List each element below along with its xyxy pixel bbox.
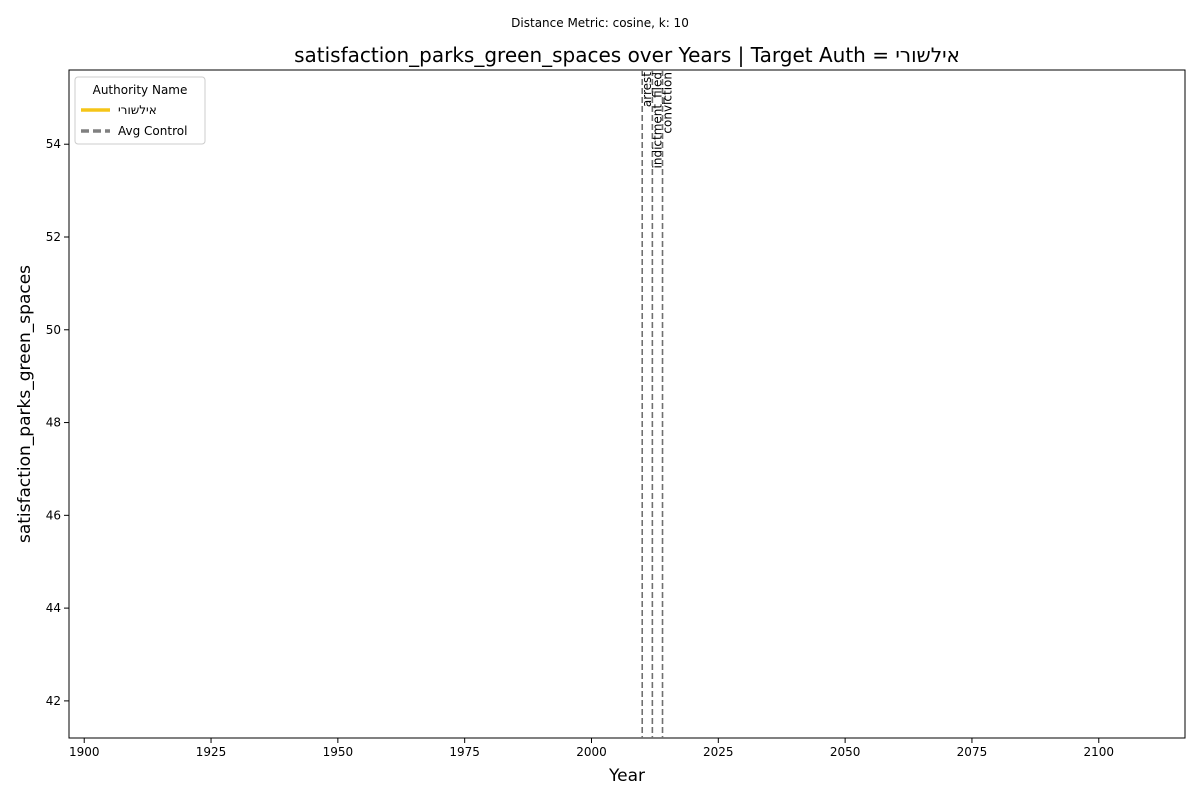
legend-title: Authority Name: [93, 83, 188, 97]
x-tick-label: 1925: [196, 745, 227, 759]
x-tick-label: 1950: [323, 745, 354, 759]
legend: Authority Name אילשורי Avg Control: [74, 76, 206, 145]
x-tick-label: 2075: [957, 745, 988, 759]
y-tick-label: 54: [46, 137, 61, 151]
legend-entry-label: אילשורי: [118, 103, 157, 117]
chart-suptitle: Distance Metric: cosine, k: 10: [511, 16, 689, 30]
legend-box: [74, 76, 206, 145]
chart-title: satisfaction_parks_green_spaces over Yea…: [294, 43, 960, 67]
y-tick-label: 50: [46, 323, 61, 337]
y-axis-label: satisfaction_parks_green_spaces: [15, 265, 35, 543]
y-axis-ticks: 42 44 46 48 50 52 54: [46, 137, 69, 708]
x-axis-label: Year: [608, 766, 645, 786]
y-tick-label: 42: [46, 694, 61, 708]
x-tick-label: 2100: [1083, 745, 1114, 759]
event-label: conviction: [661, 72, 675, 134]
y-tick-label: 52: [46, 230, 61, 244]
x-tick-label: 2000: [576, 745, 607, 759]
y-tick-label: 48: [46, 416, 61, 430]
y-tick-label: 46: [46, 508, 61, 522]
x-tick-label: 2050: [830, 745, 861, 759]
x-tick-label: 2025: [703, 745, 734, 759]
plot-frame: [68, 69, 1186, 739]
plot-area: [68, 69, 1186, 739]
x-axis-ticks: 1900 1925 1950 1975 2000 2025 2050 2075 2100: [69, 738, 1114, 759]
x-tick-label: 1900: [69, 745, 100, 759]
x-tick-label: 1975: [449, 745, 480, 759]
event-label: arrest: [640, 72, 654, 107]
y-tick-label: 44: [46, 601, 61, 615]
legend-entry-label: Avg Control: [118, 124, 187, 138]
event-label: indictment_filed: [650, 72, 664, 168]
